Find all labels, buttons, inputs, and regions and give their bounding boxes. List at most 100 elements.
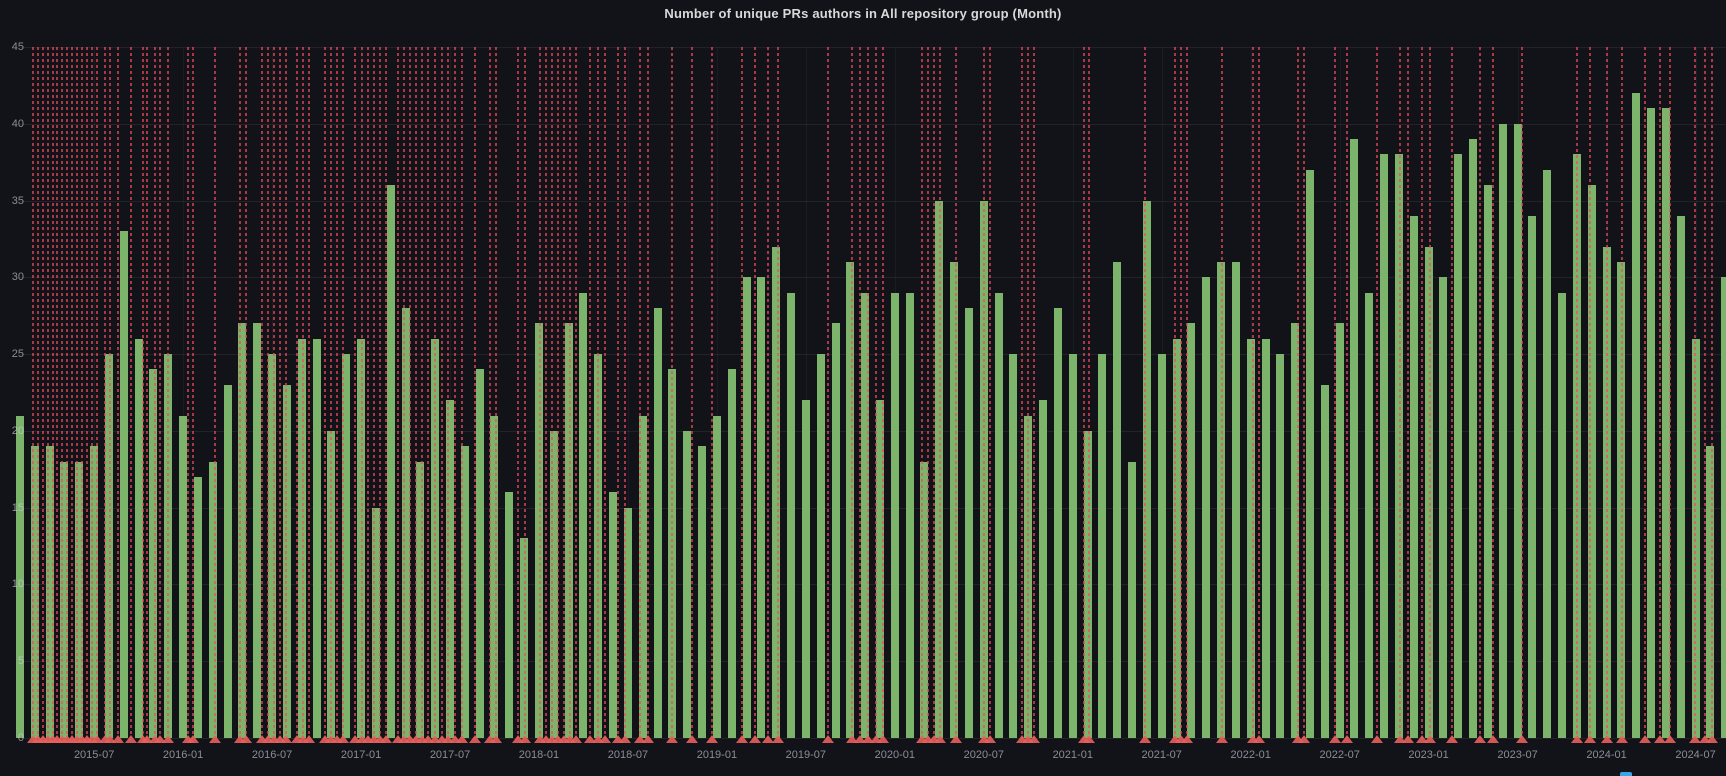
bar-2015-04[interactable] xyxy=(45,446,54,738)
annotation-marker[interactable] xyxy=(104,735,116,743)
bar-2019-01[interactable] xyxy=(712,415,721,738)
annotation-marker[interactable] xyxy=(1689,735,1701,743)
annotation-marker[interactable] xyxy=(619,735,631,743)
bar-2023-12[interactable] xyxy=(1587,185,1596,738)
annotation-marker[interactable] xyxy=(1416,735,1428,743)
annotation-marker[interactable] xyxy=(592,735,604,743)
bar-2021-06[interactable] xyxy=(1142,200,1151,738)
bar-2016-01[interactable] xyxy=(179,415,188,738)
bar-2017-10[interactable] xyxy=(490,415,499,738)
annotation-marker[interactable] xyxy=(950,735,962,743)
bar-2015-03[interactable] xyxy=(30,446,39,738)
annotation-marker[interactable] xyxy=(449,735,461,743)
bar-2017-11[interactable] xyxy=(505,492,514,738)
bar-2020-03[interactable] xyxy=(920,461,929,738)
bar-2023-09[interactable] xyxy=(1543,169,1552,738)
annotation-marker[interactable] xyxy=(584,735,596,743)
annotation-marker[interactable] xyxy=(599,735,611,743)
bar-2019-12[interactable] xyxy=(876,400,884,738)
annotation-marker[interactable] xyxy=(209,735,221,743)
bar-2024-08[interactable] xyxy=(1706,446,1715,738)
annotation-marker[interactable] xyxy=(112,735,124,743)
annotation-marker[interactable] xyxy=(846,735,858,743)
bar-2019-02[interactable] xyxy=(727,369,736,738)
annotation-marker[interactable] xyxy=(1341,735,1353,743)
bar-2019-04[interactable] xyxy=(757,277,766,738)
bar-2022-12[interactable] xyxy=(1409,215,1418,738)
bar-2021-07[interactable] xyxy=(1157,354,1166,738)
annotation-marker[interactable] xyxy=(1654,735,1666,743)
bar-2017-05[interactable] xyxy=(416,461,425,738)
bar-2023-05[interactable] xyxy=(1483,185,1492,738)
bar-2019-09[interactable] xyxy=(831,323,840,738)
bar-2019-07[interactable] xyxy=(801,400,810,738)
bar-2021-09[interactable] xyxy=(1187,323,1196,738)
bar-2023-10[interactable] xyxy=(1558,292,1567,738)
annotation-marker[interactable] xyxy=(1139,735,1151,743)
annotation-marker[interactable] xyxy=(934,735,946,743)
annotation-marker[interactable] xyxy=(1181,735,1193,743)
bar-2016-12[interactable] xyxy=(342,354,351,738)
annotation-marker[interactable] xyxy=(1446,735,1458,743)
bar-2022-03[interactable] xyxy=(1276,354,1285,738)
bar-2020-09[interactable] xyxy=(1009,354,1018,738)
annotation-marker[interactable] xyxy=(762,735,774,743)
bar-2022-06[interactable] xyxy=(1320,384,1329,738)
bar-2022-05[interactable] xyxy=(1306,169,1314,738)
bar-2018-02[interactable] xyxy=(549,430,558,738)
annotation-marker[interactable] xyxy=(1487,735,1499,743)
bar-2016-10[interactable] xyxy=(312,338,321,738)
bar-2015-07[interactable] xyxy=(90,446,99,738)
bar-2017-08[interactable] xyxy=(460,446,469,738)
annotation-marker[interactable] xyxy=(642,735,654,743)
annotation-marker[interactable] xyxy=(187,735,199,743)
bar-2022-02[interactable] xyxy=(1261,338,1270,738)
annotation-marker[interactable] xyxy=(1216,735,1228,743)
bar-2023-02[interactable] xyxy=(1439,277,1448,738)
annotation-marker[interactable] xyxy=(456,735,468,743)
bar-2015-06[interactable] xyxy=(75,461,84,738)
annotation-marker[interactable] xyxy=(141,735,153,743)
bar-2020-06[interactable] xyxy=(964,308,973,738)
bar-2017-07[interactable] xyxy=(446,400,454,738)
annotation-marker[interactable] xyxy=(240,735,252,743)
bar-2021-03[interactable] xyxy=(1098,354,1107,738)
annotation-marker[interactable] xyxy=(822,735,834,743)
bar-2017-09[interactable] xyxy=(475,369,484,738)
bar-2018-03[interactable] xyxy=(564,323,573,738)
bar-2021-08[interactable] xyxy=(1172,338,1181,738)
annotation-marker[interactable] xyxy=(519,735,531,743)
bar-2020-08[interactable] xyxy=(994,292,1003,738)
bar-2022-01[interactable] xyxy=(1246,338,1255,738)
bar-2016-06[interactable] xyxy=(253,323,262,738)
bar-2024-09[interactable] xyxy=(1721,277,1726,738)
bar-2021-10[interactable] xyxy=(1202,277,1211,738)
bar-2019-10[interactable] xyxy=(846,261,855,738)
bar-2015-09[interactable] xyxy=(119,231,128,738)
bar-2021-01[interactable] xyxy=(1068,354,1077,738)
bar-2021-05[interactable] xyxy=(1128,461,1137,738)
bar-2019-11[interactable] xyxy=(861,292,870,738)
annotation-marker[interactable] xyxy=(442,735,454,743)
bar-2015-05[interactable] xyxy=(60,461,69,738)
bar-2023-07[interactable] xyxy=(1513,123,1522,738)
annotation-marker[interactable] xyxy=(1298,735,1310,743)
bar-2021-02[interactable] xyxy=(1083,430,1092,738)
bar-2023-06[interactable] xyxy=(1498,123,1507,738)
annotation-marker[interactable] xyxy=(854,735,866,743)
annotation-marker[interactable] xyxy=(666,735,678,743)
bar-2023-04[interactable] xyxy=(1469,139,1478,738)
annotation-marker[interactable] xyxy=(877,735,889,743)
bar-2020-12[interactable] xyxy=(1053,308,1062,738)
annotation-marker[interactable] xyxy=(984,735,996,743)
annotation-marker[interactable] xyxy=(570,735,582,743)
annotation-marker[interactable] xyxy=(1516,735,1528,743)
annotation-marker[interactable] xyxy=(512,735,524,743)
bar-2021-04[interactable] xyxy=(1113,261,1122,738)
bar-2018-08[interactable] xyxy=(638,415,647,738)
annotation-marker[interactable] xyxy=(1424,735,1436,743)
annotation-marker[interactable] xyxy=(1371,735,1383,743)
annotation-marker[interactable] xyxy=(736,735,748,743)
annotation-marker[interactable] xyxy=(1601,735,1613,743)
annotation-marker[interactable] xyxy=(1571,735,1583,743)
